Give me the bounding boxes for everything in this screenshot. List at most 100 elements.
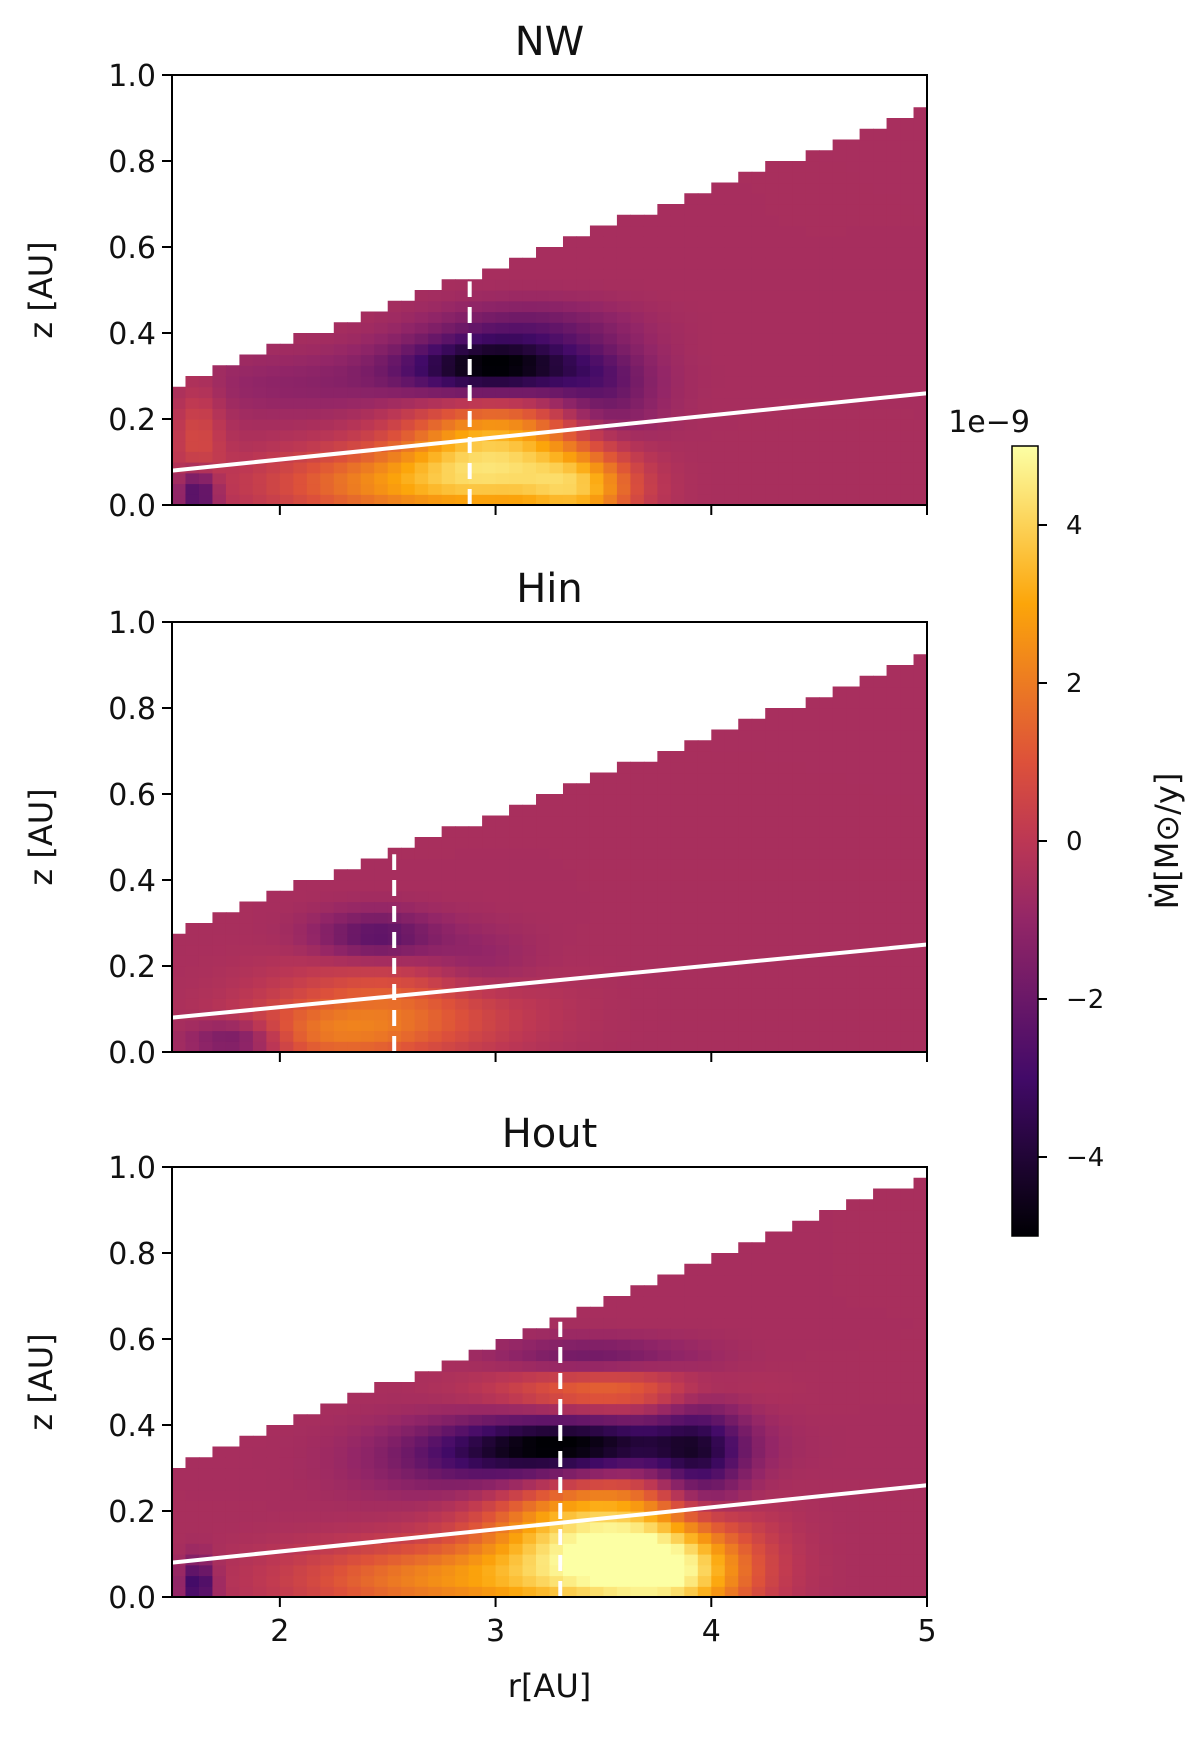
heatmap-cell: [468, 826, 483, 838]
heatmap-cell: [805, 987, 820, 999]
heatmap-cell: [576, 1489, 591, 1501]
heatmap-cell: [792, 1306, 807, 1319]
heatmap-cell: [509, 1457, 524, 1469]
heatmap-cell: [711, 1457, 726, 1469]
heatmap-cell: [670, 1339, 685, 1351]
heatmap-cell: [603, 901, 618, 913]
heatmap-cell: [846, 815, 861, 827]
heatmap-cell: [441, 1371, 456, 1383]
heatmap-cell: [576, 933, 591, 946]
heatmap-cell: [603, 343, 618, 356]
heatmap-cell: [697, 333, 712, 345]
heatmap-cell: [522, 322, 537, 334]
heatmap-cell: [792, 419, 807, 431]
heatmap-cell: [724, 1030, 739, 1042]
y-axis-label: z [AU]: [22, 788, 60, 885]
heatmap-cell: [805, 933, 820, 946]
heatmap-cell: [589, 451, 605, 463]
heatmap-cell: [670, 290, 685, 302]
heatmap-cell: [751, 1446, 766, 1458]
heatmap-cell: [711, 923, 726, 935]
heatmap-cell: [387, 429, 402, 442]
heatmap-cell: [778, 440, 793, 452]
heatmap-cell: [643, 944, 658, 956]
heatmap-cell: [900, 729, 915, 741]
heatmap-cell: [455, 1425, 470, 1437]
heatmap-cell: [172, 440, 187, 452]
heatmap-cell: [320, 483, 335, 495]
heatmap-cell: [805, 1425, 820, 1437]
heatmap-cell: [360, 483, 375, 495]
heatmap-cell: [266, 1446, 281, 1458]
heatmap-cell: [347, 1554, 362, 1566]
heatmap-cell: [279, 1019, 294, 1032]
heatmap-cell: [266, 1009, 281, 1021]
heatmap-cell: [401, 1521, 416, 1534]
heatmap-cell: [913, 708, 927, 720]
heatmap-cell: [185, 1575, 200, 1587]
heatmap-cell: [738, 729, 753, 741]
heatmap-cell: [482, 1478, 497, 1491]
heatmap-cell: [549, 1403, 564, 1415]
heatmap-cell: [657, 462, 672, 474]
heatmap-cell: [495, 1564, 510, 1577]
heatmap-cell: [630, 815, 645, 827]
heatmap-cell: [616, 1468, 631, 1480]
heatmap-cell: [886, 1521, 901, 1534]
heatmap-cell: [333, 343, 348, 356]
heatmap-cell: [225, 1478, 241, 1491]
heatmap-cell: [603, 976, 618, 989]
heatmap-cell: [643, 1468, 658, 1480]
heatmap-cell: [697, 236, 712, 248]
heatmap-cell: [279, 944, 294, 956]
heatmap-cell: [441, 998, 456, 1010]
heatmap-cell: [468, 1564, 483, 1577]
heatmap-cell: [347, 1392, 362, 1405]
heatmap-cell: [819, 1231, 834, 1243]
heatmap-cell: [252, 440, 267, 452]
heatmap-cell: [873, 451, 888, 463]
heatmap-cell: [536, 440, 551, 452]
heatmap-cell: [360, 1500, 375, 1512]
heatmap-cell: [347, 440, 362, 452]
heatmap-cell: [805, 440, 820, 452]
heatmap-cell: [387, 869, 402, 881]
heatmap-cell: [913, 718, 927, 731]
heatmap-cell: [468, 1360, 483, 1372]
heatmap-cell: [751, 333, 766, 345]
heatmap-cell: [589, 1468, 605, 1480]
heatmap-cell: [374, 880, 389, 892]
heatmap-cell: [576, 1392, 591, 1405]
heatmap-cell: [859, 751, 874, 763]
heatmap-cell: [374, 397, 389, 409]
heatmap-cell: [792, 300, 807, 313]
heatmap-cell: [509, 923, 524, 935]
heatmap-cell: [630, 1030, 645, 1042]
heatmap-cell: [859, 193, 874, 205]
heatmap-cell: [751, 472, 766, 485]
heatmap-cell: [630, 1382, 645, 1394]
heatmap-cell: [428, 933, 443, 946]
heatmap-cell: [886, 955, 901, 967]
heatmap-cell: [846, 1468, 861, 1480]
heatmap-cell: [576, 1478, 591, 1491]
heatmap-cell: [468, 1511, 483, 1523]
heatmap-cell: [293, 429, 308, 442]
heatmap-cell: [482, 397, 497, 409]
heatmap-cell: [414, 462, 429, 474]
heatmap-cell: [792, 472, 807, 485]
heatmap-cell: [900, 354, 915, 366]
heatmap-cell: [805, 365, 820, 377]
heatmap-cell: [724, 890, 739, 903]
heatmap-cell: [697, 1425, 712, 1437]
heatmap-cell: [832, 1532, 847, 1544]
heatmap-cell: [320, 1543, 335, 1555]
heatmap-cell: [428, 1030, 443, 1042]
heatmap-cell: [630, 322, 645, 334]
heatmap-cell: [900, 686, 915, 698]
heatmap-cell: [859, 1371, 874, 1383]
heatmap-cell: [455, 343, 470, 356]
heatmap-cell: [306, 1489, 321, 1501]
heatmap-cell: [805, 923, 820, 935]
heatmap-cell: [455, 858, 470, 870]
